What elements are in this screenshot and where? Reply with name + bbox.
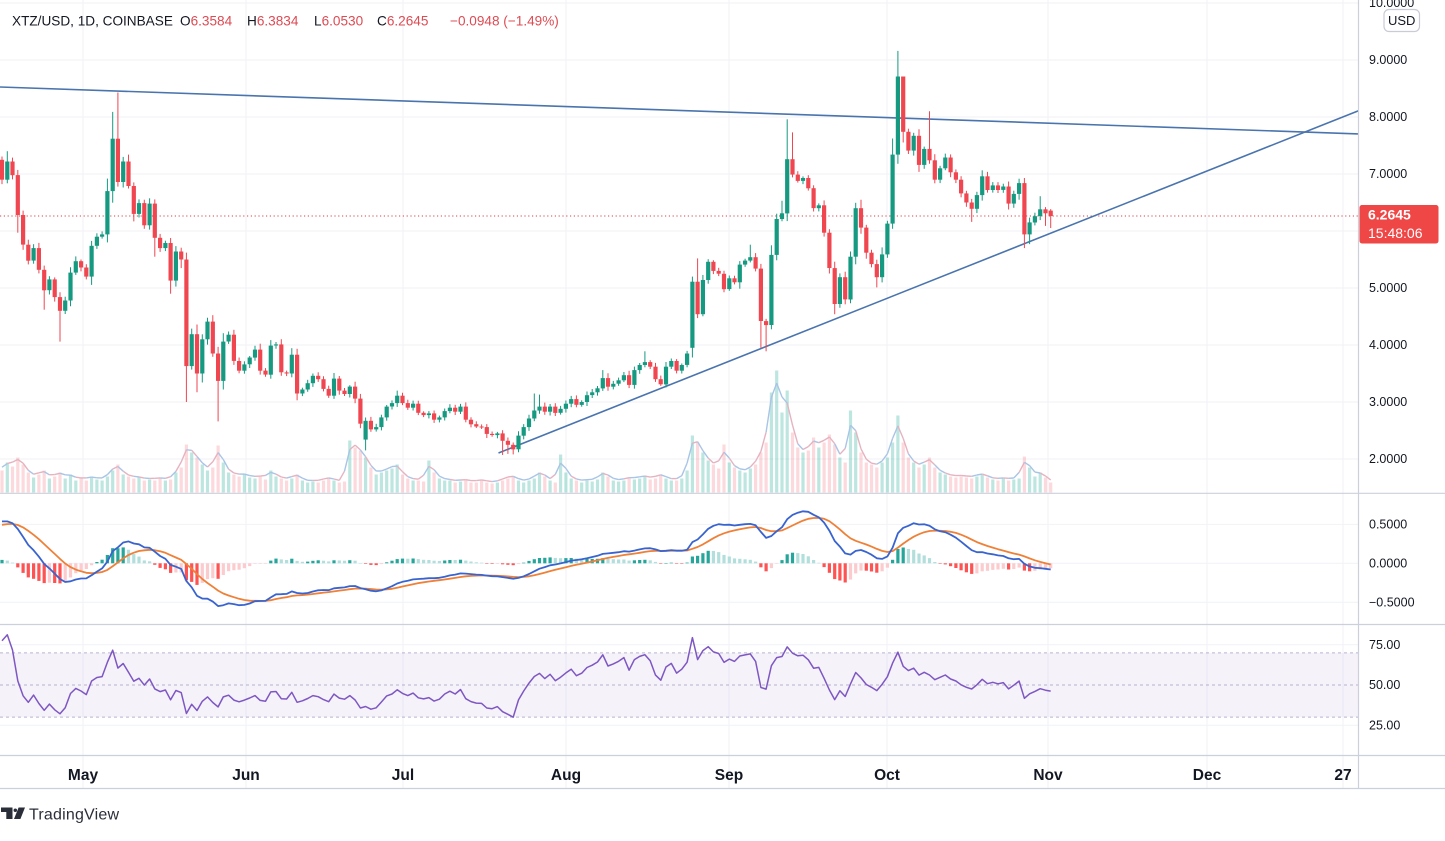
svg-text:TradingView: TradingView — [29, 807, 119, 824]
svg-text:Aug: Aug — [551, 767, 581, 784]
svg-text:0.0000: 0.0000 — [1369, 557, 1407, 571]
svg-text:Nov: Nov — [1033, 767, 1063, 784]
svg-text:4.0000: 4.0000 — [1369, 338, 1407, 352]
svg-text:Sep: Sep — [715, 767, 743, 784]
svg-text:50.00: 50.00 — [1369, 678, 1400, 692]
svg-text:May: May — [68, 767, 99, 784]
svg-text:75.00: 75.00 — [1369, 638, 1400, 652]
svg-text:27: 27 — [1334, 767, 1351, 784]
svg-text:Jul: Jul — [392, 767, 414, 784]
svg-text:15:48:06: 15:48:06 — [1368, 225, 1423, 241]
svg-text:8.0000: 8.0000 — [1369, 110, 1407, 124]
svg-text:5.0000: 5.0000 — [1369, 281, 1407, 295]
svg-text:Dec: Dec — [1193, 767, 1222, 784]
svg-text:Jun: Jun — [232, 767, 260, 784]
svg-text:0.5000: 0.5000 — [1369, 518, 1407, 532]
svg-text:−0.5000: −0.5000 — [1369, 595, 1415, 609]
svg-text:USD: USD — [1388, 13, 1415, 28]
svg-text:3.0000: 3.0000 — [1369, 395, 1407, 409]
svg-text:7.0000: 7.0000 — [1369, 167, 1407, 181]
svg-text:2.0000: 2.0000 — [1369, 452, 1407, 466]
svg-text:Oct: Oct — [874, 767, 900, 784]
svg-text:25.00: 25.00 — [1369, 718, 1400, 732]
svg-text:9.0000: 9.0000 — [1369, 53, 1407, 67]
svg-text:10.0000: 10.0000 — [1369, 0, 1414, 10]
svg-text:6.2645: 6.2645 — [1368, 207, 1411, 223]
